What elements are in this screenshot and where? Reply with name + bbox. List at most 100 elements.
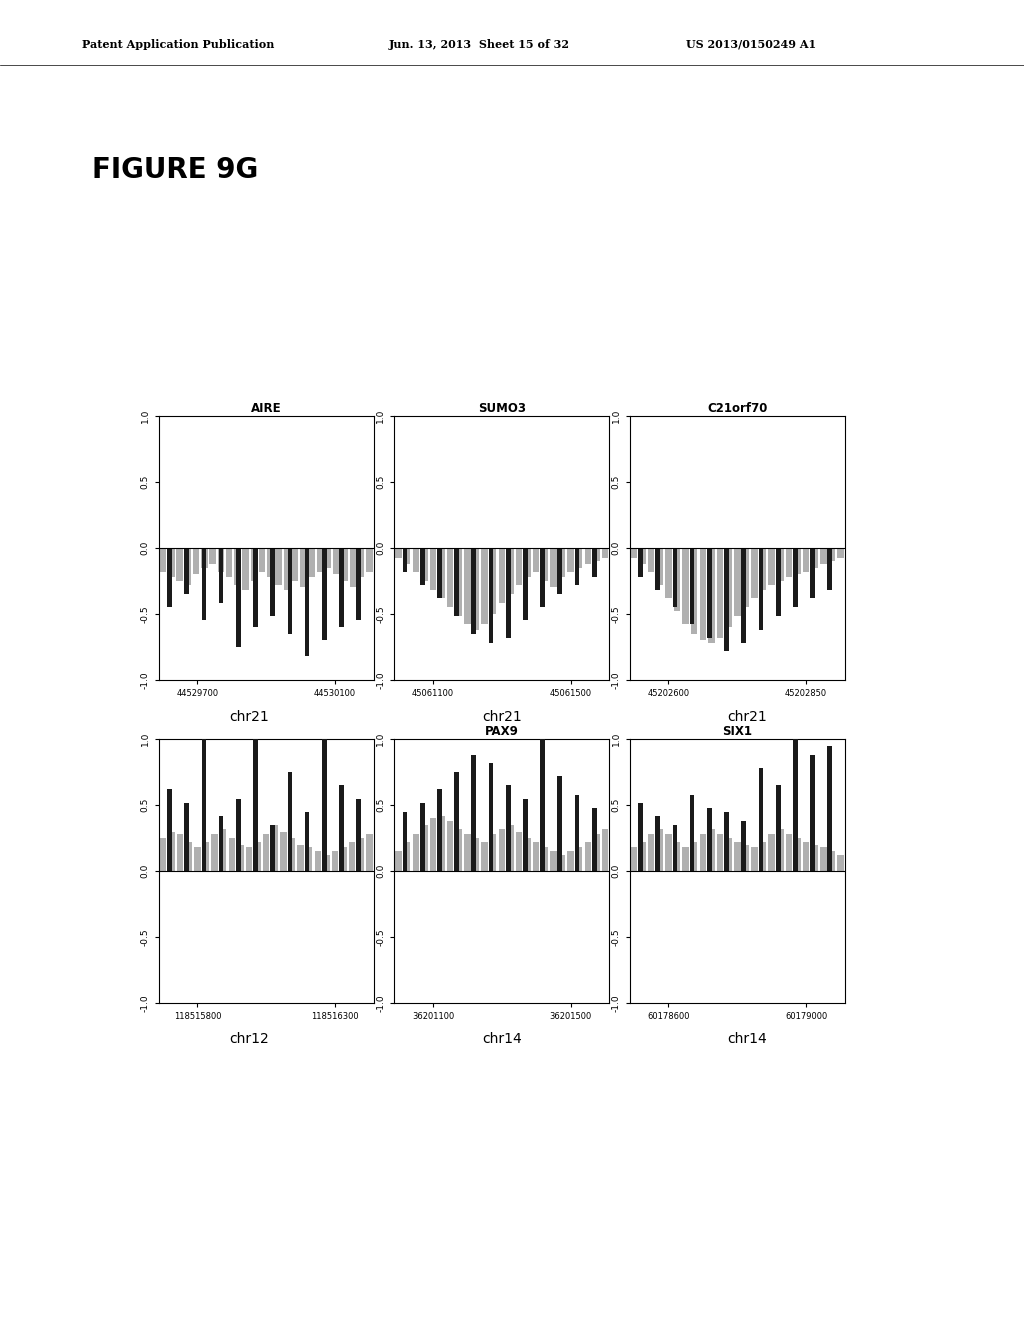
Text: Patent Application Publication: Patent Application Publication [82,38,274,50]
Bar [585,842,591,871]
Bar [542,847,548,871]
Bar [592,808,597,871]
Text: chr21: chr21 [482,710,521,725]
Bar [506,785,511,871]
Bar [838,855,844,871]
Bar [717,548,723,638]
Bar [288,548,292,634]
Bar [201,548,208,568]
Bar [202,739,206,871]
Title: SIX1: SIX1 [722,725,753,738]
Bar [707,548,712,638]
Bar [638,548,643,577]
Bar [253,739,258,871]
Bar [471,755,476,871]
Bar [402,548,408,572]
Bar [322,739,327,871]
Bar [403,548,411,564]
Bar [523,799,527,871]
Bar [202,548,206,620]
Bar [238,845,244,871]
Bar [481,842,487,871]
Bar [820,548,826,564]
Bar [316,548,324,572]
Title: SUMO3: SUMO3 [478,401,525,414]
Bar [167,789,172,871]
Bar [759,548,763,630]
Bar [559,855,565,871]
Bar [446,548,454,607]
Bar [592,548,597,577]
Bar [324,855,330,871]
Bar [656,829,664,871]
Text: chr14: chr14 [482,1032,521,1047]
Bar [284,548,290,590]
Bar [631,548,637,558]
Bar [725,838,732,871]
Bar [734,842,740,871]
Bar [246,847,252,871]
Bar [827,548,833,590]
Bar [810,755,815,871]
Bar [559,548,565,577]
Bar [456,829,462,871]
Bar [776,785,780,871]
Bar [655,548,660,590]
Bar [742,548,750,607]
Bar [263,834,269,871]
Bar [699,548,707,640]
Bar [811,845,818,871]
Bar [550,851,557,871]
Bar [305,548,309,656]
Bar [666,548,672,598]
Bar [473,838,479,871]
Bar [768,548,775,585]
Bar [356,799,361,871]
Bar [827,746,833,871]
Bar [574,795,580,871]
Bar [574,548,580,585]
Bar [267,548,273,577]
Bar [341,548,348,581]
Bar [810,548,815,598]
Bar [203,842,209,871]
Bar [557,548,562,594]
Bar [403,842,411,871]
Bar [437,548,441,598]
Bar [709,548,715,643]
Bar [602,548,608,558]
Bar [446,821,454,871]
Bar [768,834,775,871]
Bar [648,834,654,871]
Bar [752,847,758,871]
Bar [228,838,236,871]
Bar [793,548,798,607]
Bar [639,548,646,564]
Bar [795,838,801,871]
Bar [785,548,793,577]
Bar [575,548,583,568]
Bar [340,847,347,871]
Bar [593,548,600,561]
Bar [542,548,548,581]
Bar [209,548,216,564]
Bar [803,842,809,871]
Bar [709,829,715,871]
Bar [339,548,344,627]
Bar [367,834,373,871]
Bar [793,739,798,871]
Bar [288,772,292,871]
Bar [300,548,306,587]
Bar [532,842,540,871]
Bar [367,548,373,572]
Bar [473,548,479,630]
Bar [811,548,818,568]
Bar [195,847,201,871]
Bar [725,548,732,627]
Bar [176,548,182,581]
Bar [420,548,425,585]
Bar [455,548,459,616]
Bar [742,845,750,871]
Bar [358,548,365,577]
Bar [666,834,672,871]
